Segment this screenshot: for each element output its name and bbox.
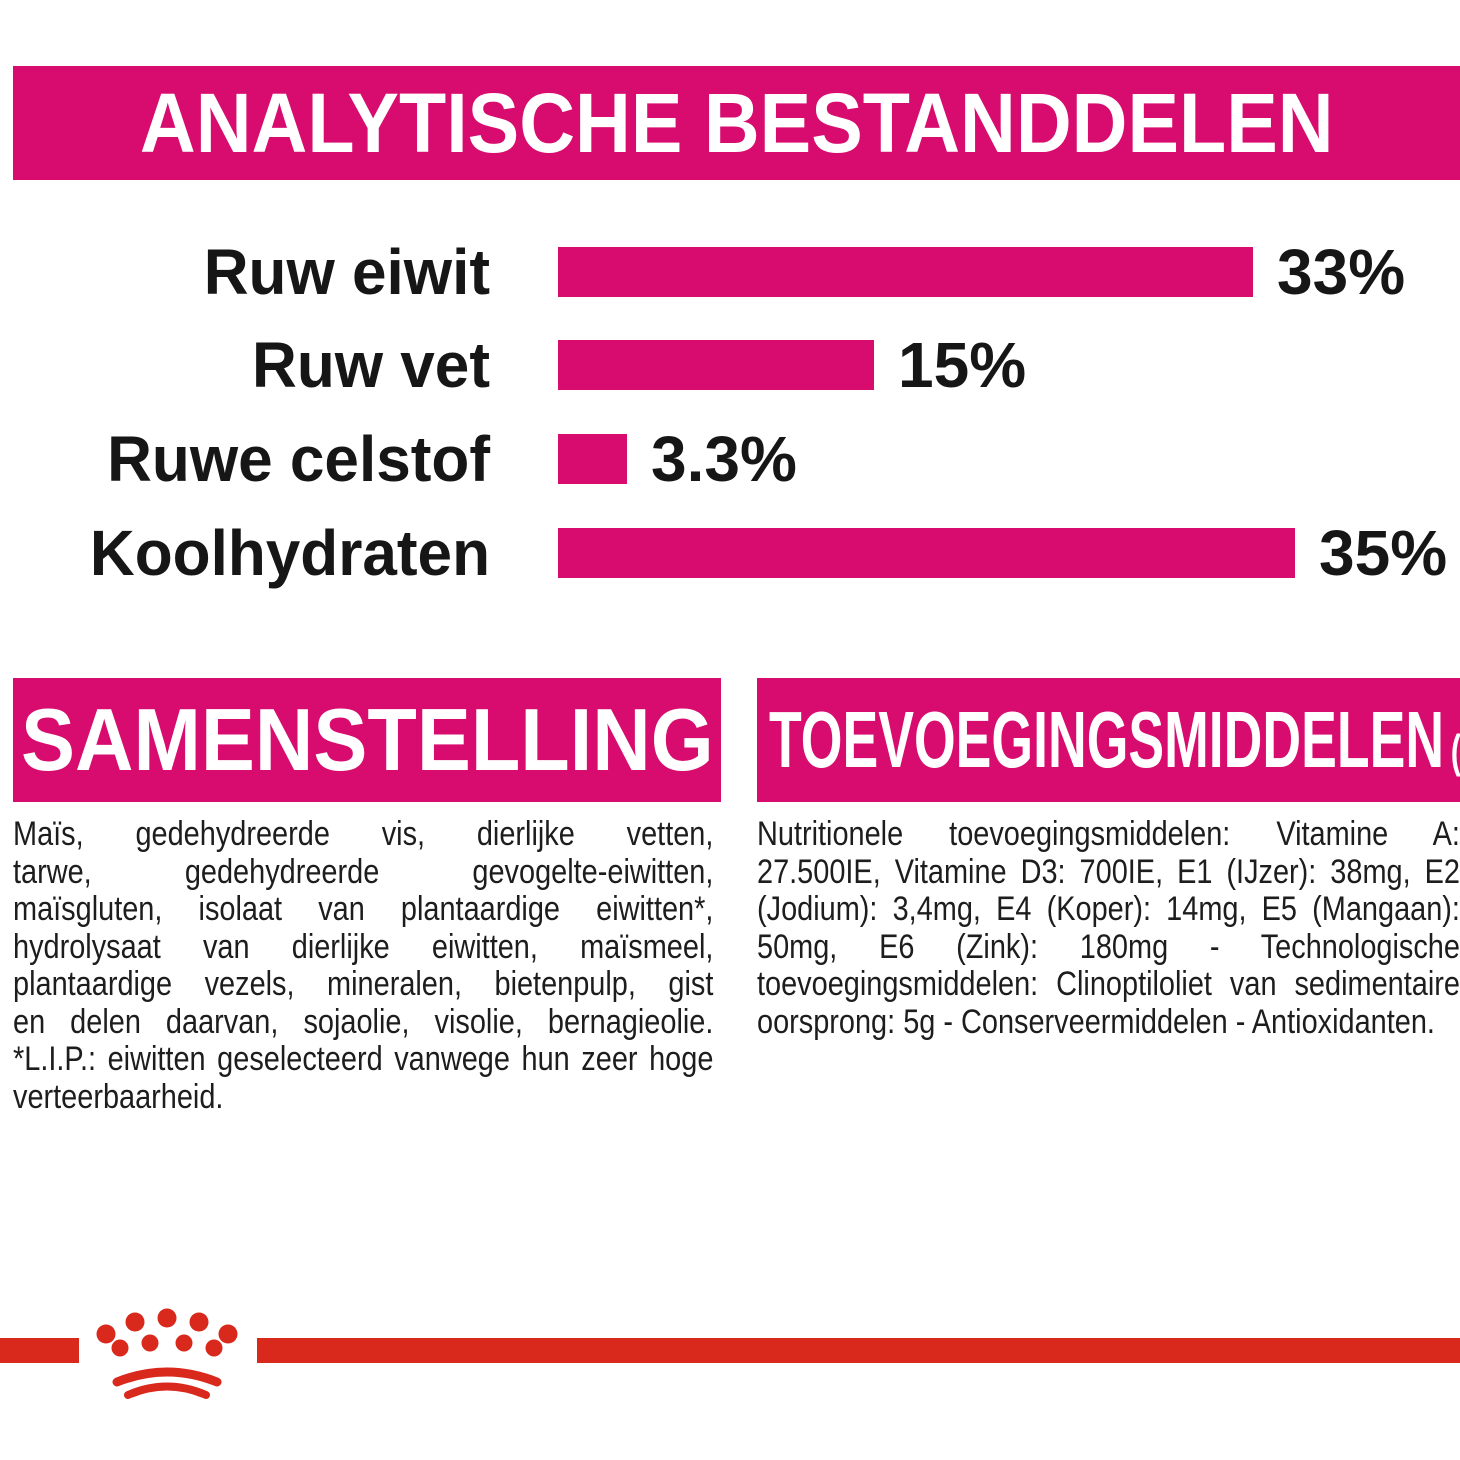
chart-category-label: Koolhydraten [89, 517, 490, 589]
additives-per-kg-suffix: (/kg) [1450, 725, 1460, 777]
brand-divider-line-right [257, 1338, 1460, 1363]
chart-bar [558, 434, 627, 484]
analytical-section-header: ANALYTISCHE BESTANDDELEN [13, 66, 1460, 180]
text-line: hydrolysaat van dierlijke eiwitten, maïs… [13, 927, 714, 966]
additives-section-title: TOEVOEGINGSMIDDELEN [769, 695, 1445, 784]
chart-value-label: 15% [898, 329, 1027, 401]
additives-section-header: TOEVOEGINGSMIDDELEN (/kg) [757, 678, 1460, 802]
text-line: Nutritionele toevoegingsmiddelen: Vitami… [757, 815, 1460, 853]
text-line: verteerbaarheid. [13, 1077, 224, 1116]
chart-bar [558, 528, 1295, 578]
chart-bar [558, 247, 1253, 297]
text-line: maïsgluten, isolaat van plantaardige eiw… [13, 890, 714, 928]
text-line: en delen daarvan, sojaolie, visolie, ber… [13, 1002, 714, 1041]
chart-category-label: Ruwe celstof [107, 423, 491, 495]
brand-divider-line-left [0, 1338, 79, 1363]
chart-row-koolhydraten: Koolhydraten 35% [0, 521, 1447, 585]
text-line: 27.500IE, Vitamine D3: 700IE, E1 (IJzer)… [757, 852, 1460, 891]
chart-category-label: Ruw vet [251, 329, 490, 401]
chart-bar [558, 340, 874, 390]
text-line: oorsprong: 5g - Conserveermiddelen - Ant… [757, 1002, 1435, 1041]
additives-text: Nutritionele toevoegingsmiddelen: Vitami… [757, 815, 1460, 1041]
analytical-section-title: ANALYTISCHE BESTANDDELEN [139, 76, 1334, 170]
chart-value-label: 35% [1319, 517, 1448, 589]
composition-section-header: SAMENSTELLING [13, 678, 721, 802]
text-line: Maïs, gedehydreerde vis, dierlijke vette… [13, 815, 714, 853]
chart-row-ruw-vet: Ruw vet 15% [0, 333, 1026, 397]
text-line: toevoegingsmiddelen: Clinoptiloliet van … [757, 965, 1460, 1003]
text-line: plantaardige vezels, mineralen, bietenpu… [13, 965, 714, 1003]
text-line: tarwe, gedehydreerde gevogelte-eiwitten, [13, 852, 714, 891]
chart-row-ruw-eiwit: Ruw eiwit 33% [0, 240, 1405, 304]
royal-canin-crown-logo [96, 1308, 238, 1399]
text-line: (Jodium): 3,4mg, E4 (Koper): 14mg, E5 (M… [757, 890, 1460, 928]
composition-section-title: SAMENSTELLING [21, 690, 714, 789]
text-line: *L.I.P.: eiwitten geselecteerd vanwege h… [13, 1040, 714, 1078]
chart-value-label: 3.3% [651, 423, 797, 495]
chart-value-label: 33% [1277, 236, 1406, 308]
chart-row-ruwe-celstof: Ruwe celstof 3.3% [0, 427, 797, 491]
composition-text: Maïs, gedehydreerde vis, dierlijke vette… [13, 815, 714, 1116]
chart-category-label: Ruw eiwit [203, 236, 490, 308]
text-line: 50mg, E6 (Zink): 180mg - Technologische [757, 927, 1460, 966]
additives-title-wrap: TOEVOEGINGSMIDDELEN (/kg) [769, 700, 1460, 780]
